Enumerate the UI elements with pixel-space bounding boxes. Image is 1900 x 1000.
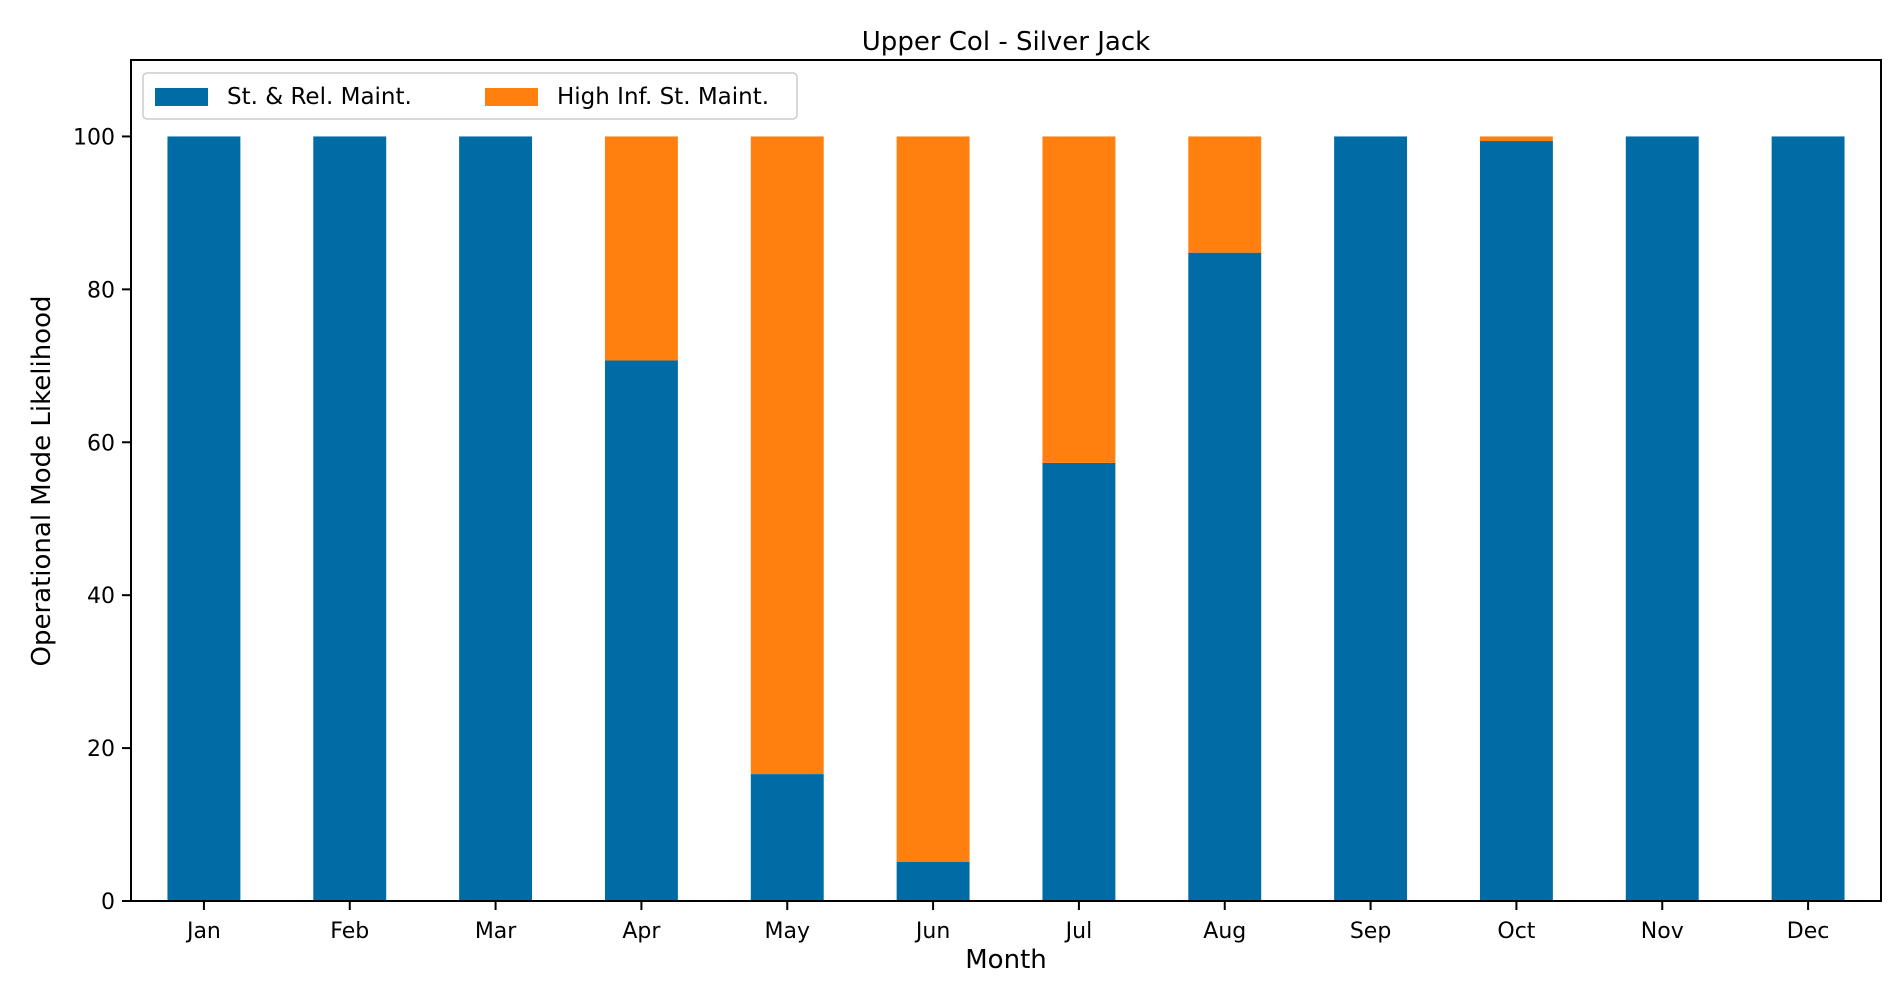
bar-mar-series-0 [459, 136, 533, 901]
y-tick-label: 0 [101, 890, 115, 915]
legend-swatch [155, 88, 208, 106]
x-tick-label: Feb [330, 919, 369, 944]
bar-apr-series-0 [604, 360, 678, 902]
bar-jun-series-1 [896, 136, 970, 862]
bar-apr-series-1 [604, 136, 678, 361]
x-tick-label: Jul [1064, 919, 1093, 944]
bars-layer [167, 136, 1845, 902]
x-tick-label: Sep [1350, 919, 1391, 944]
axes-layer: 0 20 40 60 80 100 Jan Feb Mar Apr May Jun Jul Aug Sep O… [73, 59, 1882, 944]
bar-oct-series-0 [1479, 141, 1553, 902]
axes-frame [130, 59, 1882, 902]
bar-aug-series-1 [1188, 136, 1262, 253]
bar-sep-series-0 [1334, 136, 1408, 901]
bar-aug-series-0 [1188, 252, 1262, 902]
legend-label: St. & Rel. Maint. [227, 84, 412, 110]
x-tick-label: Jun [914, 919, 950, 944]
y-tick-label: 60 [87, 431, 115, 456]
legend-swatch [485, 88, 538, 106]
x-tick-label: May [765, 919, 810, 944]
bar-dec-series-0 [1771, 136, 1845, 901]
x-tick-label: Mar [475, 919, 517, 944]
legend: St. & Rel. Maint. High Inf. St. Maint. [142, 72, 798, 120]
x-tick-label: Dec [1787, 919, 1830, 944]
y-tick-label: 100 [73, 125, 115, 150]
bar-jul-series-0 [1042, 462, 1116, 901]
plot-area [131, 60, 1881, 901]
bar-jun-series-0 [896, 862, 970, 901]
y-axis-title: Operational Mode Likelihood [27, 296, 57, 667]
x-axis-title: Month [965, 945, 1047, 975]
legend-box [142, 72, 798, 120]
y-tick-label: 40 [87, 584, 115, 609]
bar-may-series-1 [750, 136, 824, 775]
bar-oct-series-1 [1479, 136, 1553, 142]
bar-jul-series-1 [1042, 136, 1116, 463]
x-tick-label: Oct [1497, 919, 1535, 944]
bar-feb-series-0 [313, 136, 387, 901]
chart-title: Upper Col - Silver Jack [862, 27, 1150, 57]
legend-label: High Inf. St. Maint. [557, 84, 769, 110]
bar-may-series-0 [750, 774, 824, 901]
x-tick-label: Apr [622, 919, 661, 944]
x-tick-label: Nov [1641, 919, 1684, 944]
bar-jan-series-0 [167, 136, 241, 901]
x-tick-label: Jan [185, 919, 221, 944]
y-tick-label: 80 [87, 278, 115, 303]
x-tick-label: Aug [1203, 919, 1246, 944]
bar-nov-series-0 [1625, 136, 1699, 901]
y-tick-label: 20 [87, 737, 115, 762]
